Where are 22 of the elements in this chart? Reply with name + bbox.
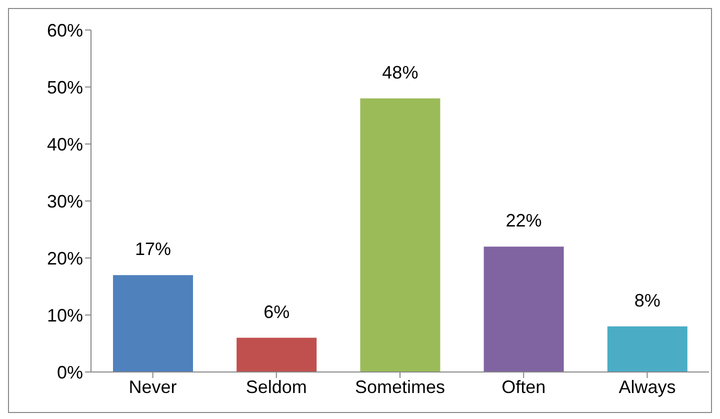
y-tick-label: 30%	[46, 191, 83, 212]
data-label: 22%	[506, 210, 542, 231]
x-tick-label: Often	[502, 376, 546, 397]
data-label: 48%	[382, 62, 418, 82]
bar	[113, 275, 193, 372]
y-tick-label: 20%	[46, 248, 83, 268]
y-tick-label: 60%	[46, 20, 83, 40]
bar	[484, 246, 564, 372]
bar	[360, 98, 440, 372]
bar	[607, 326, 688, 372]
data-label: 17%	[134, 239, 172, 260]
y-tick-label: 40%	[46, 134, 83, 154]
x-tick-label: Sometimes	[354, 376, 446, 397]
x-tick-label: Seldom	[246, 376, 307, 397]
data-label: 6%	[264, 302, 290, 322]
x-tick-label: Always	[618, 376, 676, 397]
y-tick-label: 0%	[56, 362, 83, 382]
x-tick-label: Never	[128, 376, 177, 397]
y-tick-label: 50%	[46, 77, 83, 98]
bar	[236, 338, 317, 372]
y-tick-label: 10%	[46, 305, 83, 326]
data-label: 8%	[634, 290, 660, 310]
